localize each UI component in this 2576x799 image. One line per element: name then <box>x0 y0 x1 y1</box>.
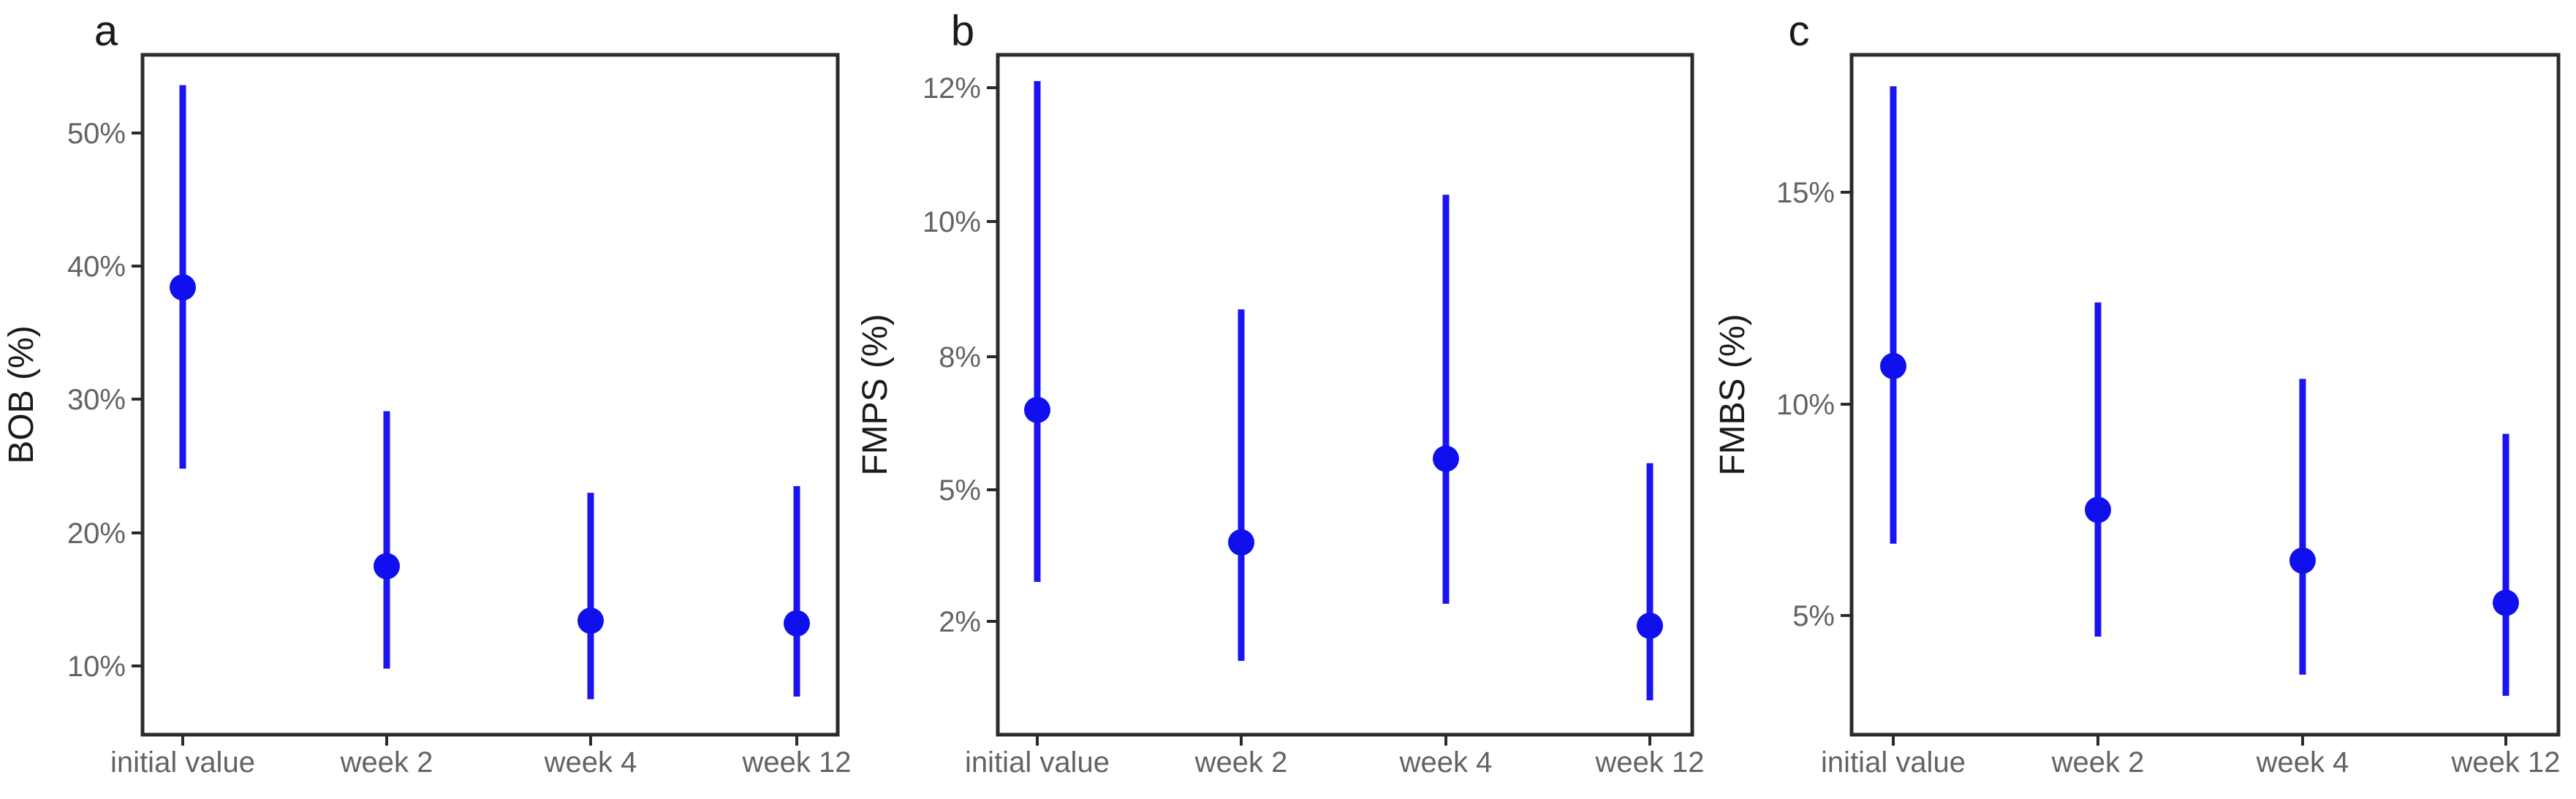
panel-letter: a <box>94 7 118 55</box>
data-point <box>1637 613 1663 639</box>
x-tick-label: week 4 <box>544 746 637 779</box>
x-tick-label: initial value <box>1821 746 1966 779</box>
data-point <box>1880 352 1906 379</box>
data-point <box>1024 396 1050 423</box>
x-tick-label: week 12 <box>1595 746 1705 779</box>
data-point <box>2289 547 2316 574</box>
panel-letter: c <box>1789 7 1810 55</box>
y-tick-label: 20% <box>67 518 126 550</box>
x-tick-label: week 2 <box>1194 746 1288 779</box>
x-tick-label: week 2 <box>340 746 433 779</box>
x-tick-label: week 2 <box>2051 746 2145 779</box>
data-point <box>1433 445 1459 472</box>
x-tick-label: week 4 <box>1399 746 1493 779</box>
data-point <box>374 553 400 580</box>
panel-a: a BOB (%) 50% 40% 30% 20% 10% initial value week… <box>2 7 851 779</box>
x-tick-label: initial value <box>965 746 1110 779</box>
x-tick-label: week 12 <box>2451 746 2561 779</box>
x-tick-label: week 4 <box>2256 746 2349 779</box>
data-point <box>784 610 810 637</box>
y-tick-label: 40% <box>67 251 126 283</box>
plot-frame <box>1849 53 2561 737</box>
panel-letter: b <box>951 7 974 55</box>
x-tick-label: week 12 <box>742 746 852 779</box>
y-tick-label: 5% <box>939 474 981 507</box>
y-axis-title: BOB (%) <box>2 325 41 463</box>
plot-frame <box>140 53 840 737</box>
data-point <box>2085 496 2111 523</box>
y-axis-title: FMBS (%) <box>1713 314 1752 475</box>
panel-c: c FMBS (%) 15% 10% 5% initial value week 2 week… <box>1713 7 2561 779</box>
y-tick-label: 2% <box>939 606 981 638</box>
y-axis-title: FMPS (%) <box>856 314 895 475</box>
y-tick-label: 5% <box>1792 600 1835 632</box>
data-point <box>2493 589 2519 616</box>
y-tick-label: 12% <box>923 72 981 105</box>
data-point <box>577 607 604 635</box>
y-tick-label: 8% <box>939 341 981 374</box>
y-tick-label: 10% <box>1776 389 1835 421</box>
y-tick-label: 15% <box>1776 177 1835 209</box>
y-tick-label: 10% <box>923 206 981 238</box>
plot-frame <box>996 53 1694 737</box>
y-tick-label: 50% <box>67 118 126 150</box>
panel-b: b FMPS (%) 12% 10% 8% 5% 2% initial value week 2… <box>856 7 1704 779</box>
y-tick-label: 30% <box>67 384 126 416</box>
data-point <box>170 274 196 301</box>
x-tick-label: initial value <box>110 746 255 779</box>
data-point <box>1228 529 1254 556</box>
y-tick-label: 10% <box>67 651 126 683</box>
